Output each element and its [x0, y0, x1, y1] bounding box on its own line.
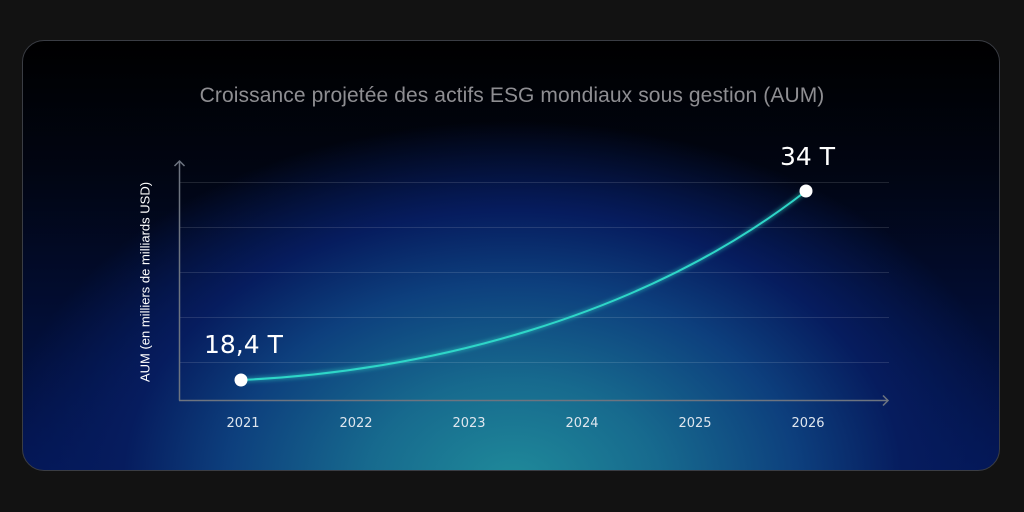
x-tick-2023: 2023: [452, 416, 486, 431]
data-point-2026: [799, 184, 813, 198]
x-tick-2021: 2021: [226, 416, 260, 431]
x-tick-2022: 2022: [339, 416, 373, 431]
x-tick-2024: 2024: [565, 416, 599, 431]
gridlines: [180, 182, 889, 363]
data-label-end: 34 T: [780, 142, 836, 171]
growth-curve: [240, 190, 807, 381]
data-label-start: 18,4 T: [204, 330, 283, 359]
x-tick-2026: 2026: [791, 416, 825, 431]
chart-card: [22, 40, 1000, 471]
chart-title: Croissance projetée des actifs ESG mondi…: [199, 84, 825, 107]
x-tick-2025: 2025: [678, 416, 712, 431]
data-point-2021: [234, 373, 248, 387]
axes: [173, 159, 890, 407]
